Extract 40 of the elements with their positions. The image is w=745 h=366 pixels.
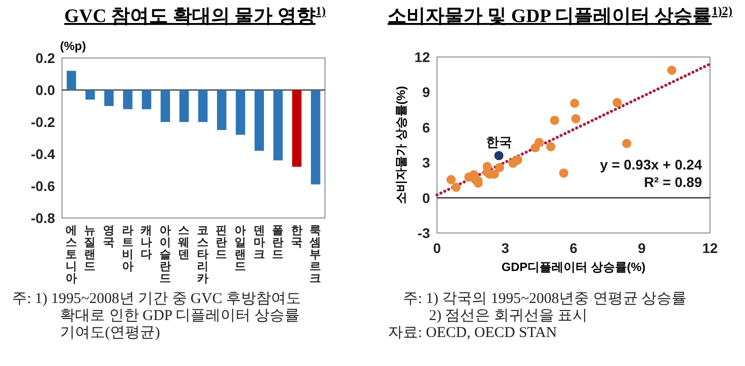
x-tick-label: 9 [638,240,646,256]
y-tick-label: -0.2 [30,114,56,130]
text: 주: 1) 1995~2008년 기간 중 GVC 후방참여도 확대로 인한 GDP 디플레이터 상승률 기여도(연평균) [12,291,301,341]
x-tick-label: 캐나다 [140,224,153,261]
y-tick-label: 0 [422,190,430,206]
x-tick-label: 0 [433,240,442,256]
x-tick-label: 12 [702,240,718,256]
y-tick-label: 12 [414,49,430,65]
y-axis-title: (%p) [60,39,86,53]
x-tick-label: 룩셈부르크 [308,224,322,285]
x-tick-label: 한국 [290,224,303,249]
x-tick-label: 라트비아 [122,224,134,273]
x-axis-title: GDP디플레이터 상승률(%) [502,260,646,274]
x-tick-label: 6 [570,240,578,256]
y-tick-label: 9 [422,84,430,100]
x-tick-label: 에스토니아 [65,224,78,285]
y-tick-label: -0.8 [30,210,56,226]
x-tick-label: 아이슬란드 [159,224,172,285]
annotation: y = 0.93x + 0.24 [600,156,702,173]
series-label: 한국 [486,134,512,150]
y-tick-label: 0.0 [36,82,56,98]
y-tick-label: 6 [422,119,430,136]
x-tick-label: 스웨덴 [178,225,190,261]
y-axis-title: 소비자물가 상승률(%) [394,86,408,204]
x-tick-label: 덴마크 [253,224,266,261]
x-tick-label: 폴란드 [272,224,284,261]
y-tick-label: 0.2 [36,50,56,66]
x-tick-label: 아일랜드 [234,224,246,273]
y-tick-label: -0.6 [30,178,56,194]
y-tick-label: -0.4 [30,146,56,162]
text: 주: 1) 각국의 1995~2008년중 연평균 상승률 2) 점선은 회귀선을 표시 [403,291,687,324]
x-tick-label: 영국 [102,224,115,249]
x-tick-label: 핀란드 [216,224,228,261]
annotation: R² = 0.89 [644,174,702,190]
text: 자료: OECD, OECD STAN [388,325,557,341]
y-tick-label: -3 [418,225,430,241]
y-tick-label: 3 [422,154,430,171]
x-tick-label: 뉴질랜드 [84,225,96,273]
x-tick-label: 코스타리카 [196,225,209,285]
x-tick-label: 3 [501,240,510,256]
